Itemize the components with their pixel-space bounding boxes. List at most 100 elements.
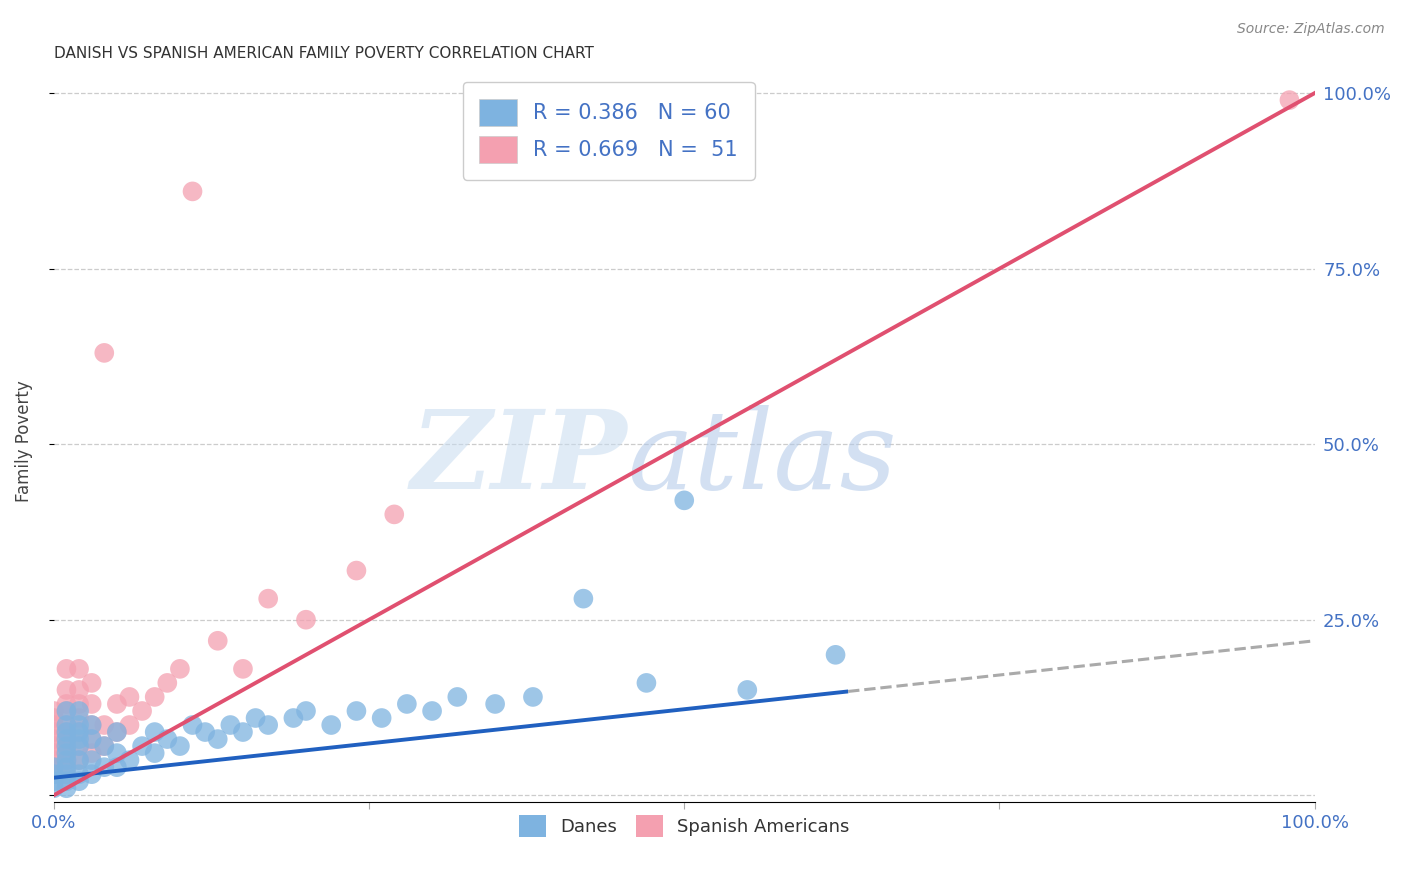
Point xyxy=(55,767,77,781)
Point xyxy=(93,718,115,732)
Point xyxy=(93,739,115,753)
Point xyxy=(42,739,65,753)
Point xyxy=(105,725,128,739)
Point xyxy=(42,704,65,718)
Point xyxy=(346,564,368,578)
Point xyxy=(55,697,77,711)
Point xyxy=(194,725,217,739)
Point xyxy=(55,739,77,753)
Point xyxy=(67,725,90,739)
Point xyxy=(67,732,90,747)
Point xyxy=(636,676,658,690)
Point xyxy=(55,746,77,760)
Point xyxy=(156,676,179,690)
Point xyxy=(118,718,141,732)
Point xyxy=(55,662,77,676)
Point xyxy=(1278,93,1301,107)
Point xyxy=(232,725,254,739)
Point xyxy=(80,732,103,747)
Point xyxy=(156,732,179,747)
Point xyxy=(67,767,90,781)
Point xyxy=(283,711,305,725)
Point xyxy=(824,648,846,662)
Y-axis label: Family Poverty: Family Poverty xyxy=(15,380,32,501)
Point xyxy=(321,718,343,732)
Point xyxy=(245,711,267,725)
Point xyxy=(42,760,65,774)
Point xyxy=(55,781,77,796)
Point xyxy=(80,718,103,732)
Point xyxy=(346,704,368,718)
Point xyxy=(143,725,166,739)
Point xyxy=(370,711,392,725)
Legend: Danes, Spanish Americans: Danes, Spanish Americans xyxy=(512,807,856,844)
Point xyxy=(42,746,65,760)
Point xyxy=(55,704,77,718)
Point xyxy=(55,760,77,774)
Point xyxy=(80,697,103,711)
Point xyxy=(446,690,468,704)
Point xyxy=(55,746,77,760)
Point xyxy=(67,739,90,753)
Point xyxy=(257,718,280,732)
Point xyxy=(55,704,77,718)
Point xyxy=(257,591,280,606)
Point xyxy=(55,725,77,739)
Point xyxy=(67,725,90,739)
Point xyxy=(55,753,77,767)
Point xyxy=(42,718,65,732)
Point xyxy=(295,613,318,627)
Point xyxy=(181,718,204,732)
Point xyxy=(42,774,65,789)
Point xyxy=(105,746,128,760)
Point xyxy=(80,732,103,747)
Point xyxy=(105,725,128,739)
Point xyxy=(67,718,90,732)
Point xyxy=(67,774,90,789)
Text: DANISH VS SPANISH AMERICAN FAMILY POVERTY CORRELATION CHART: DANISH VS SPANISH AMERICAN FAMILY POVERT… xyxy=(53,46,593,62)
Point xyxy=(80,676,103,690)
Point xyxy=(395,697,418,711)
Point xyxy=(80,718,103,732)
Text: ZIP: ZIP xyxy=(411,405,627,513)
Point xyxy=(169,739,191,753)
Point xyxy=(67,739,90,753)
Text: Source: ZipAtlas.com: Source: ZipAtlas.com xyxy=(1237,22,1385,37)
Point xyxy=(93,346,115,360)
Point xyxy=(232,662,254,676)
Point xyxy=(737,682,759,697)
Point xyxy=(207,633,229,648)
Point xyxy=(143,690,166,704)
Point xyxy=(67,753,90,767)
Point xyxy=(55,732,77,747)
Point xyxy=(80,746,103,760)
Point xyxy=(673,493,696,508)
Point xyxy=(55,774,77,789)
Point xyxy=(80,753,103,767)
Point xyxy=(105,760,128,774)
Point xyxy=(105,697,128,711)
Point xyxy=(67,662,90,676)
Point xyxy=(484,697,506,711)
Point xyxy=(55,753,77,767)
Point xyxy=(143,746,166,760)
Point xyxy=(93,739,115,753)
Point xyxy=(80,767,103,781)
Point xyxy=(522,690,544,704)
Point xyxy=(382,508,405,522)
Point xyxy=(295,704,318,718)
Point xyxy=(55,718,77,732)
Point xyxy=(55,760,77,774)
Point xyxy=(67,697,90,711)
Point xyxy=(42,711,65,725)
Point xyxy=(93,760,115,774)
Point xyxy=(572,591,595,606)
Point xyxy=(42,767,65,781)
Point xyxy=(55,725,77,739)
Point xyxy=(181,185,204,199)
Point xyxy=(42,753,65,767)
Point xyxy=(169,662,191,676)
Point xyxy=(67,682,90,697)
Point xyxy=(219,718,242,732)
Point xyxy=(118,690,141,704)
